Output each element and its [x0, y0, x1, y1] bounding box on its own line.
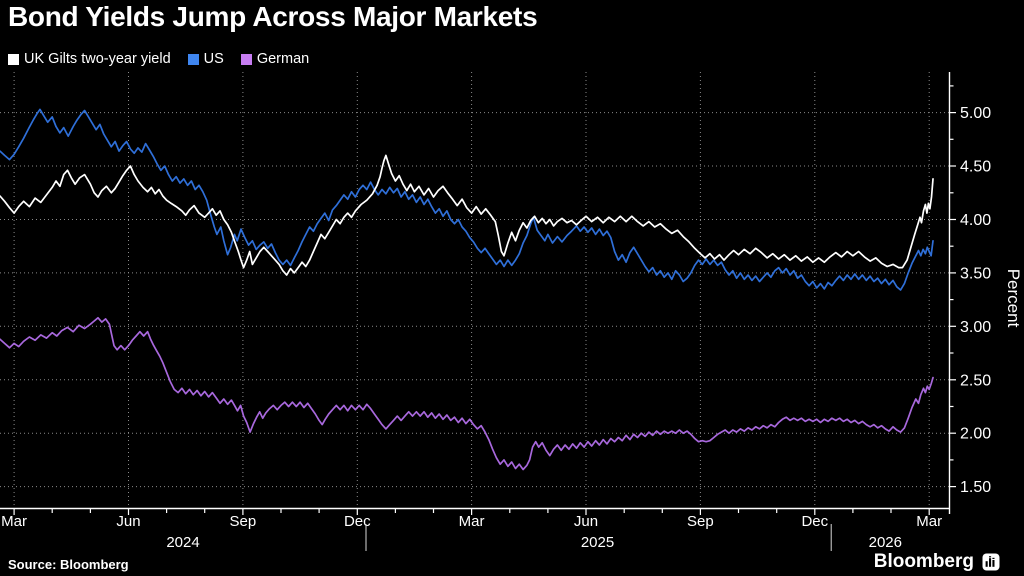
- x-tick-label: Dec: [801, 513, 828, 530]
- x-tick-label: Sep: [230, 513, 257, 530]
- y-tick-label: 3.50: [960, 265, 991, 282]
- x-tick-label: Jun: [116, 513, 140, 530]
- us-series-swatch-icon: [187, 53, 199, 65]
- page-title: Bond Yields Jump Across Major Markets: [8, 1, 538, 32]
- x-tick-label: Dec: [344, 513, 371, 530]
- x-tick-label: Mar: [916, 513, 942, 530]
- series-line-german: [0, 316, 934, 471]
- x-tick-label: Mar: [1, 513, 27, 530]
- legend-item-german: German: [240, 51, 310, 67]
- year-label: 2025: [581, 534, 614, 551]
- y-tick-label: 2.00: [960, 426, 991, 443]
- uk-series-swatch-icon: [8, 53, 19, 65]
- legend-label-german: German: [256, 51, 310, 67]
- y-tick-label: 1.50: [960, 479, 991, 496]
- series-line-us: [0, 108, 934, 291]
- german-series-swatch-icon: [240, 53, 252, 65]
- bloomberg-logo-icon: [982, 553, 1000, 571]
- year-label: 2026: [869, 534, 902, 551]
- legend: UK Gilts two-year yield US German: [8, 51, 309, 67]
- x-tick-label: Jun: [574, 513, 598, 530]
- y-tick-label: 3.00: [960, 319, 991, 336]
- y-tick-label: 4.50: [960, 159, 991, 176]
- legend-item-uk: UK Gilts two-year yield: [8, 51, 171, 67]
- y-tick-label: 4.00: [960, 212, 991, 229]
- source-label: Source: Bloomberg: [8, 557, 129, 572]
- bloomberg-brand-text: Bloomberg: [873, 551, 974, 572]
- x-tick-label: Mar: [459, 513, 485, 530]
- y-tick-label: 5.00: [960, 105, 991, 122]
- legend-label-us: US: [203, 51, 224, 67]
- year-label: 2024: [166, 534, 199, 551]
- bloomberg-wordmark: Bloomberg: [874, 551, 1000, 573]
- y-tick-label: 2.50: [960, 372, 991, 389]
- x-tick-label: Sep: [687, 513, 714, 530]
- series-line-uk: [0, 154, 934, 276]
- y-axis-title: Percent: [1004, 269, 1023, 328]
- legend-item-us: US: [187, 51, 224, 67]
- legend-label-uk: UK Gilts two-year yield: [24, 51, 171, 67]
